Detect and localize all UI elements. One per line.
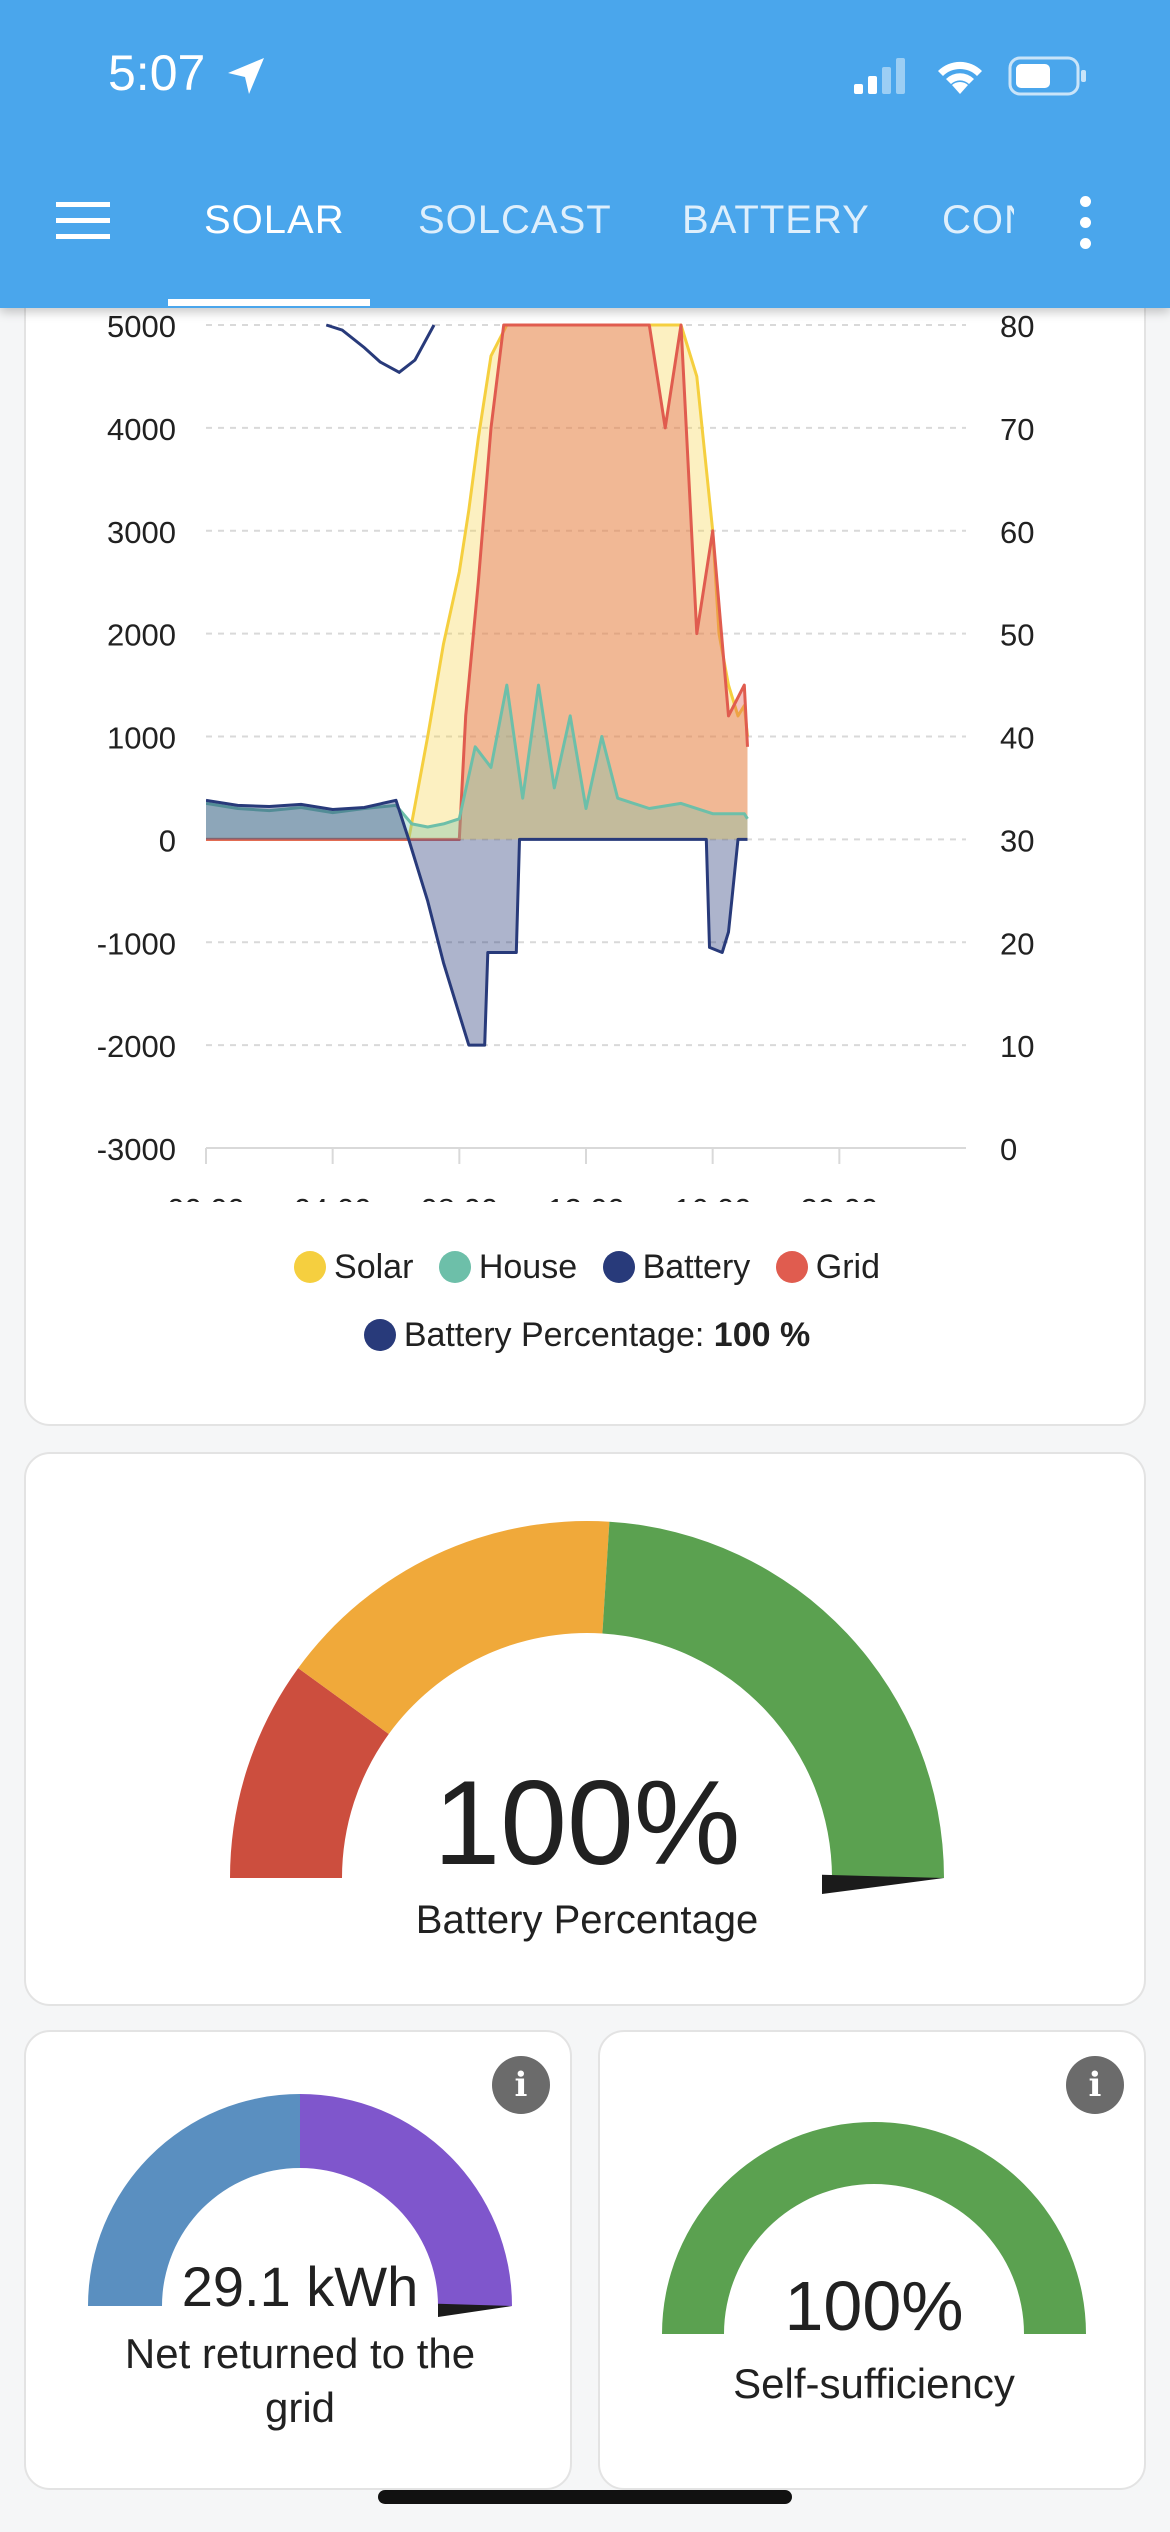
y-tick-label-right: 80 [1000, 309, 1034, 344]
y-tick-label-left: 0 [159, 823, 176, 858]
gauge-needle [822, 1874, 944, 1894]
gauge-segment [602, 1521, 944, 1878]
gauge-segment [662, 2122, 1086, 2334]
series-area-house [206, 685, 748, 840]
cellular-signal-icon [854, 58, 905, 94]
y-tick-label-left: 3000 [107, 515, 176, 550]
wifi-icon [938, 61, 982, 94]
battery-icon [1008, 56, 1086, 96]
legend-item-battery[interactable]: Battery [602, 1248, 750, 1287]
tab-con[interactable]: CON [942, 198, 1014, 242]
y-tick-label-right: 0 [1000, 1132, 1017, 1167]
chart-legend-extra: Battery Percentage: 100 % [26, 1316, 1148, 1355]
battery-gauge-name: Battery Percentage [415, 1898, 759, 1942]
battery-gauge-card: 100% Battery Percentage [24, 1452, 1146, 2006]
series-line-house [206, 683, 749, 829]
series-group [206, 323, 749, 1047]
net-returned-name-line1: Net returned to the [124, 2330, 476, 2377]
x-tick-label: 00:00 [167, 1192, 245, 1202]
home-indicator [378, 2490, 792, 2504]
self-sufficiency-card: i 100% Self-sufficiency [598, 2030, 1146, 2490]
legend-item-battery-percentage[interactable]: Battery Percentage: 100 % [363, 1316, 810, 1355]
active-tab-indicator [168, 299, 370, 306]
net-returned-name-line2: grid [264, 2384, 336, 2431]
series-line-grid [206, 323, 749, 841]
gauge-segment [88, 2094, 300, 2306]
y-tick-label-left: 5000 [107, 309, 176, 344]
tab-battery[interactable]: BATTERY [682, 198, 870, 242]
tab-solcast[interactable]: SOLCAST [418, 198, 612, 242]
y-tick-label-right: 60 [1000, 515, 1034, 550]
y-tick-label-left: -1000 [97, 926, 176, 961]
self-sufficiency-gauge [662, 2122, 1086, 2334]
energy-chart-card: 5000 4000 3000 2000 1000 0 -1000 -2000 -3000 80 70… [24, 240, 1146, 1426]
x-tick-label: 08:00 [421, 1192, 499, 1202]
y-tick-label-left: 2000 [107, 618, 176, 653]
legend-item-house[interactable]: House [438, 1248, 577, 1287]
x-tick-label: 12:00 [547, 1192, 625, 1202]
battery-gauge [230, 1521, 944, 1894]
y-tick-label-right: 50 [1000, 618, 1034, 653]
gauge-segment [298, 1521, 610, 1734]
legend-item-solar[interactable]: Solar [294, 1248, 413, 1287]
series-area-grid [206, 325, 748, 840]
menu-icon[interactable] [52, 194, 114, 248]
net-returned-gauge [88, 2094, 512, 2317]
y-tick-label-right: 20 [1000, 926, 1034, 961]
x-tick-label: 20:00 [801, 1192, 879, 1202]
self-sufficiency-name: Self-sufficiency [733, 2360, 1015, 2407]
chart-legend: Solar House Battery Grid [26, 1248, 1148, 1287]
battery-percentage-line [325, 323, 436, 375]
net-returned-card: i 29.1 kWh Net returned to the grid [24, 2030, 572, 2490]
more-vert-icon[interactable] [1070, 196, 1100, 256]
energy-chart[interactable]: 5000 4000 3000 2000 1000 0 -1000 -2000 -3000 80 70… [26, 242, 1148, 1202]
y-tick-label-left: 4000 [107, 412, 176, 447]
y-tick-label-left: -2000 [97, 1029, 176, 1064]
net-returned-value: 29.1 kWh [181, 2255, 419, 2318]
gauge-needle [438, 2303, 512, 2317]
y-tick-label-left: 1000 [107, 721, 176, 756]
series-area-battery [206, 800, 748, 1046]
series-area-solar [206, 325, 748, 840]
series-line-battery [206, 798, 748, 1047]
y-tick-label-right: 10 [1000, 1029, 1034, 1064]
x-tick-label: 04:00 [294, 1192, 372, 1202]
tab-solar[interactable]: SOLAR [204, 198, 345, 242]
info-icon[interactable]: i [1066, 2056, 1124, 2114]
y-tick-label-right: 40 [1000, 721, 1034, 756]
info-icon[interactable]: i [492, 2056, 550, 2114]
x-tick-label: 16:00 [674, 1192, 752, 1202]
legend-item-grid[interactable]: Grid [775, 1248, 880, 1287]
y-tick-label-right: 70 [1000, 412, 1034, 447]
gauge-segment [230, 1668, 389, 1878]
self-sufficiency-value: 100% [784, 2267, 964, 2345]
battery-gauge-value: 100% [433, 1756, 741, 1890]
app-header: 5:07 SOLAR SOLCAST BATTERY CON [0, 0, 1170, 308]
status-time: 5:07 [108, 45, 206, 101]
gauge-segment [300, 2094, 512, 2306]
y-tick-label-right: 30 [1000, 823, 1034, 858]
y-tick-label-left: -3000 [97, 1132, 176, 1167]
location-arrow-icon [228, 58, 264, 94]
